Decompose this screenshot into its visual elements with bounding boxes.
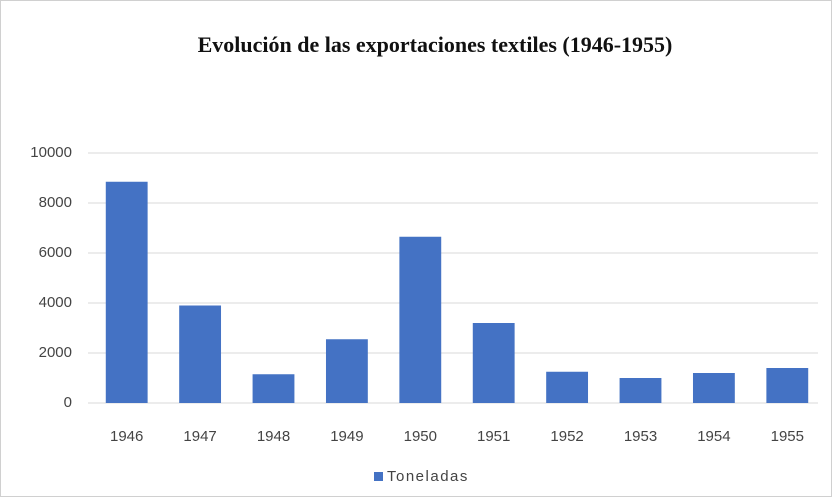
bar [105,181,148,403]
x-tick-label: 1948 [257,428,290,445]
x-tick-label: 1947 [183,428,216,445]
x-tick-label: 1953 [624,428,657,445]
y-tick-label: 6000 [39,244,72,261]
bar [546,371,589,403]
y-tick-label: 8000 [39,194,72,211]
legend-label: Toneladas [387,468,469,485]
bar [766,368,809,403]
bar [472,323,515,403]
y-tick-label: 2000 [39,344,72,361]
bar [325,339,368,403]
y-tick-label: 10000 [30,144,72,161]
y-tick-label: 4000 [39,294,72,311]
bar [179,305,222,403]
legend-swatch [374,472,383,481]
x-tick-label: 1949 [330,428,363,445]
x-tick-label: 1951 [477,428,510,445]
x-tick-label: 1952 [550,428,583,445]
chart-title: Evolución de las exportaciones textiles … [198,32,673,57]
y-tick-label: 0 [64,394,72,411]
x-tick-label: 1954 [697,428,730,445]
x-tick-label: 1955 [771,428,804,445]
bar [619,378,662,403]
bar [692,373,735,403]
x-tick-label: 1946 [110,428,143,445]
x-tick-label: 1950 [404,428,437,445]
bar [399,236,442,403]
bar [252,374,295,403]
